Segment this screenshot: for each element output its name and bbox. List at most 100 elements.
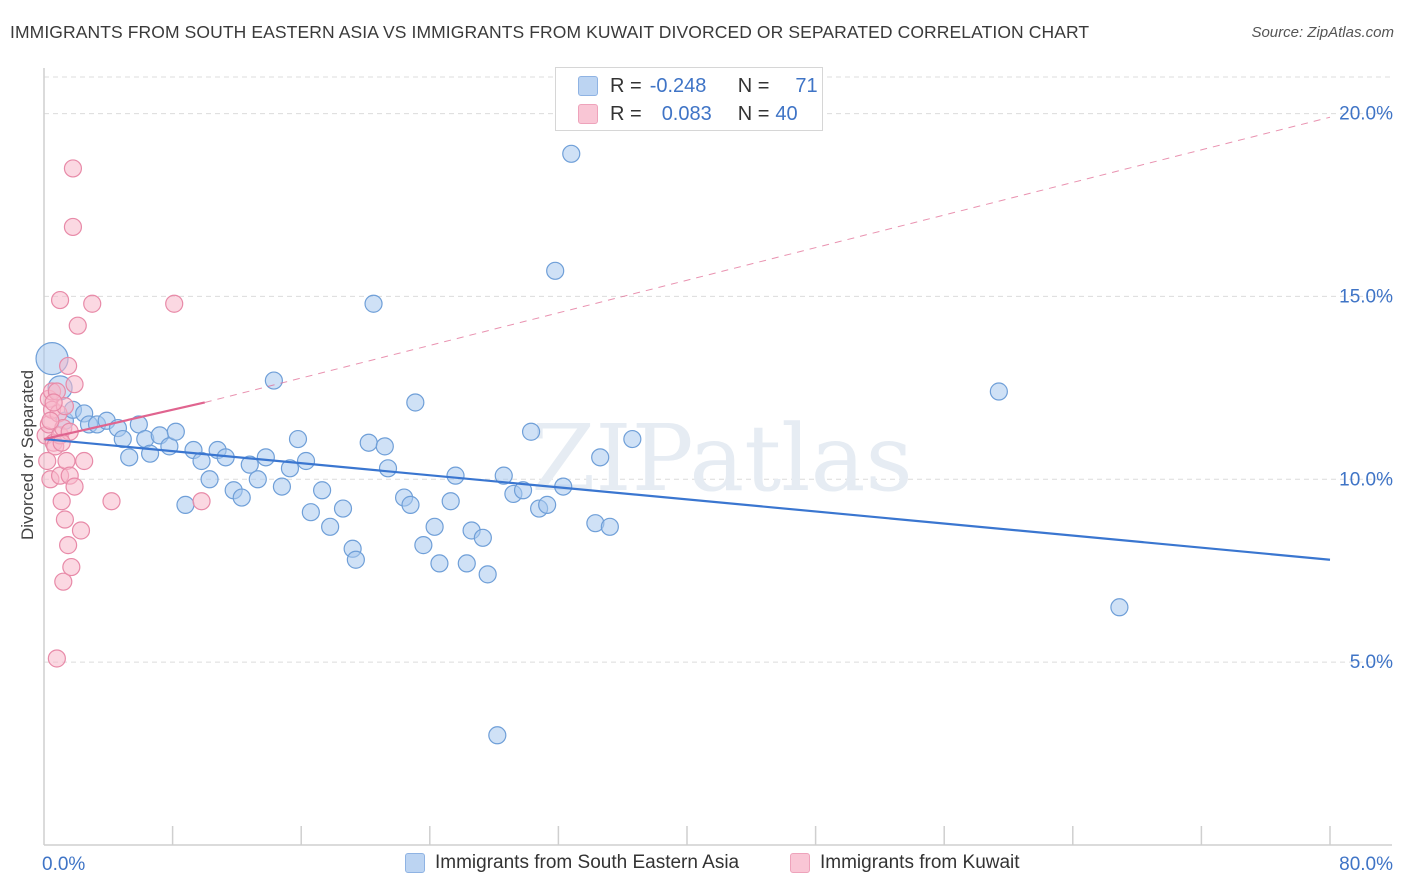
- grid-lines: [44, 76, 1392, 663]
- point-south-eastern-asia: [521, 422, 541, 441]
- legend-swatch-pink: [578, 104, 598, 124]
- y-tick-label: 5.0%: [1350, 652, 1393, 673]
- point-kuwait: [59, 356, 78, 376]
- point-south-eastern-asia: [473, 528, 492, 547]
- series-name: Immigrants from South Eastern Asia: [435, 852, 740, 873]
- legend-r-label: R =: [610, 102, 642, 125]
- point-south-eastern-asia: [546, 261, 565, 280]
- point-kuwait: [63, 159, 83, 178]
- point-south-eastern-asia: [321, 517, 340, 536]
- legend-n-value: 71: [795, 74, 818, 97]
- chart-title: IMMIGRANTS FROM SOUTH EASTERN ASIA VS IM…: [10, 22, 1090, 42]
- point-south-eastern-asia: [513, 481, 533, 500]
- point-kuwait: [63, 217, 83, 237]
- point-kuwait: [71, 521, 91, 540]
- point-south-eastern-asia: [272, 477, 292, 496]
- point-south-eastern-asia: [166, 422, 185, 441]
- stats-legend: R = -0.248 N = 71 R = 0.083 N = 40: [555, 67, 823, 131]
- point-south-eastern-asia: [312, 481, 332, 500]
- y-axis-label: Divorced or Separated: [18, 370, 37, 540]
- point-kuwait: [165, 294, 184, 313]
- point-south-eastern-asia: [378, 459, 398, 478]
- source-label: Source: ZipAtlas.com: [1251, 24, 1394, 41]
- trend-line-kuwait: [43, 401, 205, 441]
- point-south-eastern-asia: [375, 437, 394, 456]
- point-south-eastern-asia: [346, 550, 365, 569]
- point-south-eastern-asia: [989, 382, 1008, 401]
- legend-n-label: N =: [737, 102, 770, 125]
- point-south-eastern-asia: [248, 470, 267, 489]
- point-south-eastern-asia: [113, 429, 132, 449]
- legend-n-label: N =: [737, 74, 770, 97]
- point-south-eastern-asia: [240, 455, 259, 474]
- point-kuwait: [38, 451, 57, 471]
- point-kuwait: [52, 492, 71, 511]
- point-south-eastern-asia: [591, 448, 610, 467]
- point-south-eastern-asia: [414, 536, 433, 555]
- point-kuwait: [41, 411, 60, 430]
- x-tick-label: 80.0%: [1339, 854, 1393, 875]
- point-south-eastern-asia: [478, 565, 497, 584]
- series-legend-south-eastern-asia: Immigrants from South Eastern Asia: [405, 852, 739, 874]
- point-kuwait: [192, 492, 211, 511]
- point-kuwait: [65, 375, 84, 394]
- point-south-eastern-asia: [446, 466, 465, 485]
- point-south-eastern-asia: [494, 466, 513, 485]
- point-kuwait: [83, 294, 102, 313]
- point-south-eastern-asia: [333, 499, 353, 518]
- point-south-eastern-asia: [296, 451, 316, 471]
- point-south-eastern-asia: [457, 554, 476, 573]
- point-south-eastern-asia: [441, 492, 460, 511]
- point-kuwait: [65, 477, 84, 496]
- point-south-eastern-asia: [120, 448, 139, 467]
- series-swatch-pink: [790, 853, 810, 873]
- point-south-eastern-asia: [359, 433, 378, 452]
- tick-labels: 5.0% 10.0% 15.0% 20.0% 0.0% 80.0%: [42, 104, 1393, 875]
- point-kuwait: [50, 290, 70, 310]
- legend-row-kuwait: R = 0.083 N = 40: [578, 100, 798, 128]
- point-kuwait: [47, 649, 66, 668]
- y-tick-label: 10.0%: [1339, 469, 1393, 490]
- legend-n-value: 40: [775, 102, 798, 125]
- data-points: [35, 144, 1129, 745]
- point-kuwait: [55, 510, 74, 529]
- legend-r-label: R =: [610, 74, 642, 97]
- series-name: Immigrants from Kuwait: [820, 852, 1020, 873]
- y-tick-label: 15.0%: [1339, 286, 1393, 307]
- point-south-eastern-asia: [280, 459, 300, 478]
- point-kuwait: [102, 492, 121, 511]
- point-south-eastern-asia: [232, 488, 251, 507]
- point-south-eastern-asia: [1110, 598, 1129, 617]
- point-kuwait: [54, 572, 73, 591]
- point-south-eastern-asia: [600, 517, 619, 536]
- point-south-eastern-asia: [488, 726, 507, 745]
- x-tick-label: 0.0%: [42, 854, 85, 875]
- legend-r-value: -0.248: [649, 74, 707, 97]
- point-south-eastern-asia: [623, 429, 642, 449]
- point-kuwait: [68, 316, 87, 335]
- point-south-eastern-asia: [192, 451, 211, 471]
- point-south-eastern-asia: [256, 448, 275, 467]
- point-south-eastern-asia: [288, 429, 308, 449]
- trend-lines: [43, 116, 1331, 561]
- point-kuwait: [75, 451, 94, 471]
- y-tick-label: 20.0%: [1339, 104, 1393, 125]
- point-south-eastern-asia: [401, 495, 420, 514]
- point-kuwait: [59, 536, 78, 555]
- legend-r-value: 0.083: [661, 102, 712, 125]
- point-kuwait: [44, 393, 63, 412]
- point-south-eastern-asia: [430, 554, 449, 573]
- point-south-eastern-asia: [264, 371, 283, 390]
- legend-swatch-blue: [578, 76, 598, 96]
- point-south-eastern-asia: [538, 495, 557, 514]
- point-south-eastern-asia: [301, 503, 320, 522]
- point-south-eastern-asia: [364, 294, 383, 313]
- point-kuwait: [62, 557, 81, 577]
- point-south-eastern-asia: [406, 393, 425, 412]
- series-legend-kuwait: Immigrants from Kuwait: [790, 852, 1020, 874]
- series-swatch-blue: [405, 853, 425, 873]
- point-south-eastern-asia: [176, 495, 195, 514]
- point-south-eastern-asia: [425, 517, 444, 536]
- trend-line-south-eastern-asia: [43, 437, 1331, 561]
